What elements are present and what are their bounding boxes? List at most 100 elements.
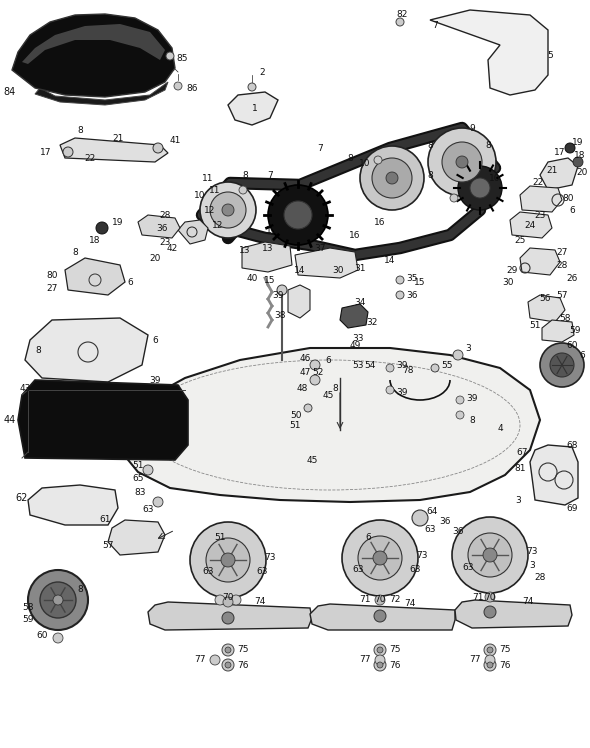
Text: 25: 25 [514,236,526,245]
Text: 6: 6 [152,336,158,345]
Text: 64: 64 [427,507,438,517]
Circle shape [239,186,247,194]
Circle shape [153,143,163,153]
Text: 70: 70 [222,593,234,602]
Text: 33: 33 [352,334,364,343]
Text: 29: 29 [506,266,517,275]
Text: 71: 71 [472,592,484,601]
Text: 32: 32 [366,317,378,326]
Circle shape [342,520,418,596]
Text: 9: 9 [469,123,475,132]
Circle shape [372,158,412,198]
Circle shape [468,533,512,577]
Circle shape [540,343,584,387]
Polygon shape [310,604,455,630]
Text: 40: 40 [246,274,258,283]
Circle shape [277,285,287,295]
Polygon shape [118,348,540,502]
Circle shape [153,497,163,507]
Text: 10: 10 [194,191,206,200]
Text: 8: 8 [332,384,338,393]
Text: 3: 3 [515,495,521,504]
Circle shape [470,178,490,198]
Circle shape [375,595,385,605]
Circle shape [377,647,383,653]
Text: 39: 39 [396,361,408,370]
Text: 17: 17 [554,147,566,156]
Text: 7: 7 [317,144,323,153]
Text: 8: 8 [72,248,78,257]
Text: 80: 80 [562,194,573,203]
Text: 8: 8 [77,126,83,135]
Text: 77: 77 [194,655,206,664]
Text: 10: 10 [489,174,501,183]
Text: 35: 35 [407,274,418,283]
Text: 30: 30 [502,278,514,286]
Text: 74: 74 [522,596,534,605]
Text: 39: 39 [272,290,284,299]
Text: 8: 8 [242,171,248,180]
Text: 80: 80 [46,271,58,280]
Text: 15: 15 [414,278,426,286]
Text: 51: 51 [214,533,226,542]
Circle shape [484,644,496,656]
Text: 60: 60 [566,340,578,349]
Polygon shape [540,158,578,190]
Text: 6: 6 [579,351,585,360]
Polygon shape [60,138,168,162]
Text: 49: 49 [349,340,360,349]
Polygon shape [12,14,175,97]
Text: 54: 54 [364,361,376,370]
Text: 18: 18 [574,150,586,159]
Text: 36: 36 [407,290,418,299]
Text: 37: 37 [314,244,326,253]
Text: 67: 67 [516,447,527,456]
Polygon shape [25,318,148,382]
Text: 56: 56 [539,293,550,302]
Text: 45: 45 [322,390,334,399]
Circle shape [396,276,404,284]
Text: 36: 36 [439,518,451,527]
Text: 58: 58 [559,313,571,322]
Text: 62: 62 [16,493,28,503]
Text: 73: 73 [417,551,428,560]
Text: 3: 3 [465,343,471,352]
Circle shape [304,404,312,412]
Text: 8: 8 [485,141,491,150]
Circle shape [374,610,386,622]
Text: 17: 17 [40,147,52,156]
Text: 74: 74 [254,598,266,607]
Text: 43: 43 [19,384,31,393]
Text: 19: 19 [572,138,584,147]
Circle shape [221,553,235,567]
Text: 16: 16 [349,230,360,239]
Circle shape [222,644,234,656]
Text: 86: 86 [186,84,198,93]
Circle shape [374,156,382,164]
Circle shape [412,510,428,526]
Circle shape [428,128,496,196]
Circle shape [223,597,233,607]
Circle shape [63,147,73,157]
Text: 3: 3 [529,560,535,569]
Text: 38: 38 [274,310,286,319]
Text: 20: 20 [149,254,160,263]
Text: 28: 28 [159,210,171,219]
Text: 50: 50 [290,411,301,420]
Text: 8: 8 [427,141,433,150]
Polygon shape [28,485,118,525]
Text: 68: 68 [566,441,578,450]
Circle shape [485,592,495,602]
Text: 23: 23 [159,238,171,247]
Text: 12: 12 [212,221,224,230]
Text: 22: 22 [84,153,96,162]
Text: 63: 63 [462,563,474,572]
Polygon shape [455,600,572,628]
Text: 57: 57 [556,290,568,299]
Text: 8: 8 [469,415,475,425]
Circle shape [358,536,402,580]
Text: 14: 14 [384,256,396,265]
Text: 28: 28 [535,574,546,583]
Circle shape [375,655,385,665]
Polygon shape [178,220,208,244]
